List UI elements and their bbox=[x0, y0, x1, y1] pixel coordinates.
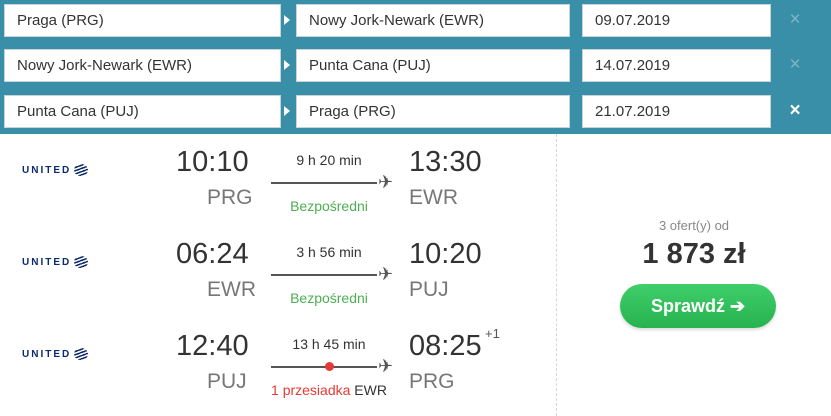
arrival-airport: PRG bbox=[409, 370, 455, 393]
united-globe-icon bbox=[74, 164, 89, 176]
to-field[interactable]: Punta Cana (PUJ) bbox=[296, 49, 570, 82]
date-field[interactable]: 09.07.2019 bbox=[582, 4, 771, 37]
flight-segment-1: UNITED 10:10 PRG 9 h 20 min ✈ Bezpośredn… bbox=[0, 134, 556, 226]
plane-icon: ✈ bbox=[378, 172, 394, 192]
plane-icon: ✈ bbox=[378, 264, 394, 284]
leg-row-1: Praga (PRG) Nowy Jork-Newark (EWR) 09.07… bbox=[0, 4, 831, 42]
stopover-airport: EWR bbox=[354, 382, 387, 398]
flight-segment-3: UNITED 12:40 PUJ 13 h 45 min ✈ 1 przesia… bbox=[0, 318, 556, 410]
arrow-right-icon bbox=[284, 15, 290, 25]
to-field[interactable]: Nowy Jork-Newark (EWR) bbox=[296, 4, 570, 37]
close-icon[interactable]: × bbox=[789, 54, 801, 75]
next-day-badge: +1 bbox=[485, 326, 500, 341]
departure-time: 12:40 bbox=[176, 330, 249, 362]
plane-icon: ✈ bbox=[378, 356, 394, 376]
close-icon[interactable]: × bbox=[789, 100, 801, 121]
close-icon[interactable]: × bbox=[789, 9, 801, 30]
airline-logo: UNITED bbox=[22, 164, 89, 176]
arrival-time: 13:30 bbox=[409, 146, 482, 178]
airline-name: UNITED bbox=[22, 164, 72, 176]
airline-logo: UNITED bbox=[22, 256, 89, 268]
arrival-time: 08:25 bbox=[409, 330, 482, 362]
arrival-airport: PUJ bbox=[409, 278, 449, 301]
flight-segment-2: UNITED 06:24 EWR 3 h 56 min ✈ Bezpośredn… bbox=[0, 226, 556, 318]
check-button[interactable]: Sprawdź ➔ bbox=[620, 284, 776, 328]
stopover-dot bbox=[325, 362, 334, 371]
stops-count: 1 przesiadka bbox=[271, 382, 351, 398]
departure-airport: PUJ bbox=[207, 370, 247, 393]
departure-airport: PRG bbox=[207, 186, 253, 209]
from-field[interactable]: Praga (PRG) bbox=[4, 4, 281, 37]
departure-time: 06:24 bbox=[176, 238, 249, 270]
from-field[interactable]: Punta Cana (PUJ) bbox=[4, 95, 281, 128]
date-field[interactable]: 14.07.2019 bbox=[582, 49, 771, 82]
leg-row-3: Punta Cana (PUJ) Praga (PRG) 21.07.2019 … bbox=[0, 95, 831, 133]
route-line bbox=[271, 274, 377, 276]
stops-label: Bezpośredni bbox=[290, 290, 368, 306]
united-globe-icon bbox=[74, 348, 89, 360]
to-field[interactable]: Praga (PRG) bbox=[296, 95, 570, 128]
flight-duration: 13 h 45 min bbox=[292, 336, 366, 352]
airline-name: UNITED bbox=[22, 256, 72, 268]
arrow-right-icon bbox=[284, 60, 290, 70]
price: 1 873 zł bbox=[642, 238, 746, 270]
route-line bbox=[271, 182, 377, 184]
leg-row-2: Nowy Jork-Newark (EWR) Punta Cana (PUJ) … bbox=[0, 49, 831, 87]
departure-airport: EWR bbox=[207, 278, 256, 301]
date-field[interactable]: 21.07.2019 bbox=[582, 95, 771, 128]
column-divider bbox=[556, 134, 557, 416]
arrow-right-icon bbox=[284, 106, 290, 116]
stops-label: Bezpośredni bbox=[290, 198, 368, 214]
arrival-airport: EWR bbox=[409, 186, 458, 209]
departure-time: 10:10 bbox=[176, 146, 249, 178]
airline-name: UNITED bbox=[22, 348, 72, 360]
arrival-time: 10:20 bbox=[409, 238, 482, 270]
airline-logo: UNITED bbox=[22, 348, 89, 360]
result-card[interactable]: UNITED 10:10 PRG 9 h 20 min ✈ Bezpośredn… bbox=[0, 134, 831, 416]
stops-label: 1 przesiadka EWR bbox=[260, 382, 398, 398]
united-globe-icon bbox=[74, 256, 89, 268]
from-field[interactable]: Nowy Jork-Newark (EWR) bbox=[4, 49, 281, 82]
flight-duration: 3 h 56 min bbox=[296, 244, 362, 260]
offers-count: 3 ofert(y) od bbox=[658, 218, 730, 233]
route-line bbox=[271, 366, 377, 368]
flight-duration: 9 h 20 min bbox=[296, 152, 362, 168]
multi-city-search: Praga (PRG) Nowy Jork-Newark (EWR) 09.07… bbox=[0, 0, 831, 134]
